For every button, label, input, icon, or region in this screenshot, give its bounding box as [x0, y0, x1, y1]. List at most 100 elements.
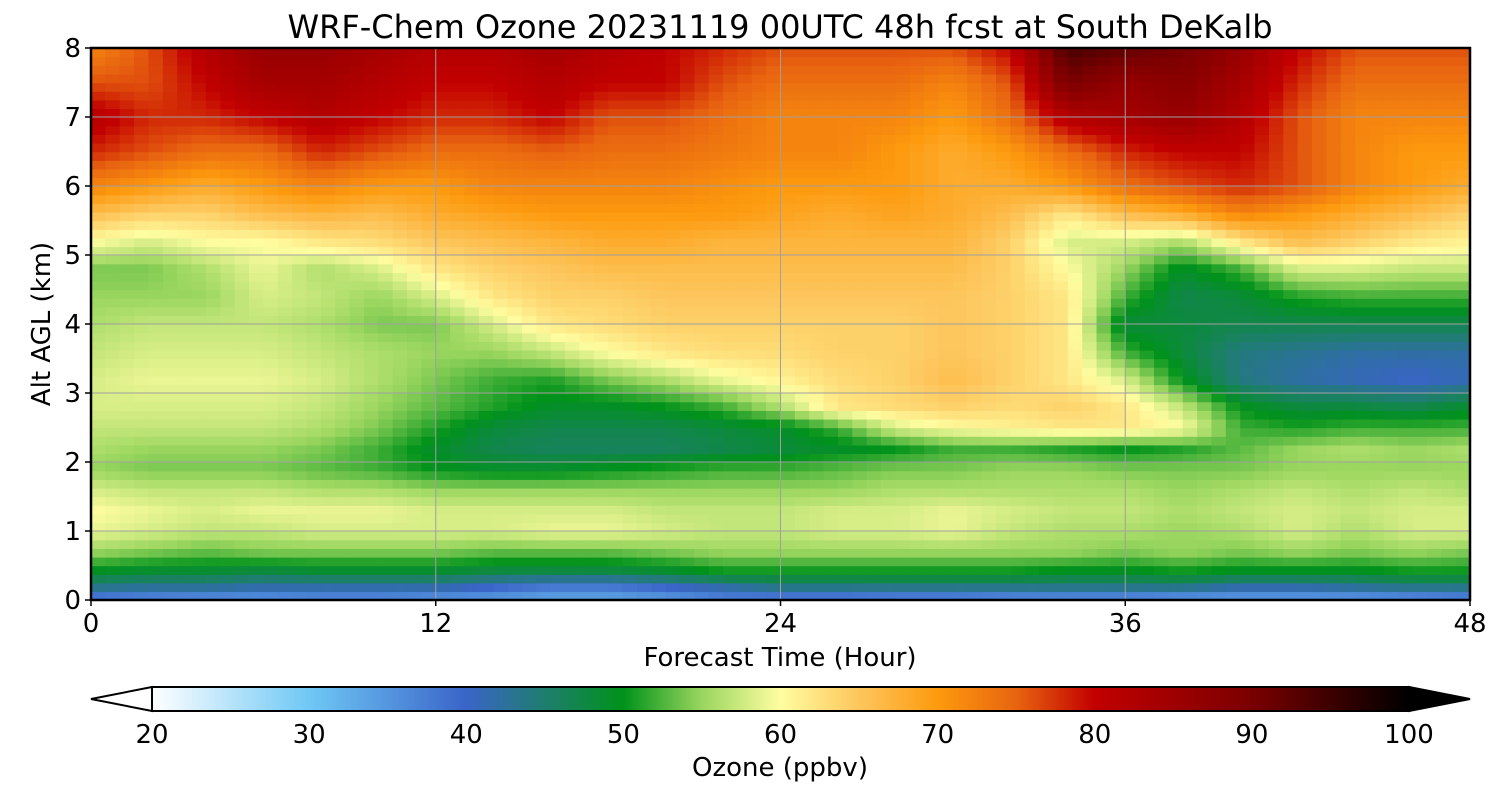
- field-cell: [593, 401, 609, 411]
- field-cell: [205, 462, 221, 472]
- field-cell: [1110, 496, 1126, 506]
- field-cell: [1355, 203, 1371, 213]
- field-cell: [220, 487, 236, 498]
- field-cell: [766, 341, 782, 351]
- field-cell: [162, 367, 178, 377]
- field-cell: [363, 539, 379, 549]
- field-cell: [1240, 306, 1256, 317]
- field-cell: [478, 418, 494, 429]
- field-cell: [665, 255, 681, 265]
- field-cell: [1197, 160, 1213, 170]
- field-cell: [780, 418, 796, 429]
- field-cell: [177, 487, 193, 498]
- field-cell: [220, 229, 236, 239]
- field-cell: [277, 556, 293, 567]
- field-cell: [737, 341, 753, 351]
- field-cell: [493, 272, 509, 282]
- field-cell: [952, 453, 968, 463]
- field-cell: [162, 280, 178, 291]
- field-cell: [1283, 436, 1299, 446]
- field-cell: [335, 462, 351, 472]
- field-cell: [909, 237, 925, 248]
- field-cell: [766, 410, 782, 420]
- field-cell: [507, 151, 523, 161]
- field-cell: [1211, 548, 1227, 558]
- field-cell: [234, 470, 250, 480]
- field-cell: [995, 306, 1012, 317]
- field-cell: [938, 220, 954, 230]
- field-cell: [909, 462, 925, 472]
- field-cell: [205, 246, 221, 256]
- field-cell: [1254, 306, 1270, 317]
- field-cell: [679, 384, 696, 394]
- field-cell: [407, 203, 423, 213]
- field-cell: [1010, 255, 1026, 265]
- field-cell: [550, 548, 566, 558]
- field-cell: [1297, 591, 1313, 600]
- field-cell: [363, 168, 379, 179]
- field-cell: [809, 591, 825, 600]
- field-cell: [450, 487, 466, 498]
- field-cell: [363, 358, 379, 368]
- field-cell: [1110, 401, 1126, 411]
- field-cell: [407, 341, 423, 351]
- field-cell: [1326, 186, 1342, 196]
- field-cell: [450, 177, 466, 187]
- field-cell: [91, 203, 107, 213]
- field-cell: [1426, 263, 1442, 273]
- field-cell: [363, 263, 379, 273]
- field-cell: [1412, 401, 1428, 411]
- field-cell: [421, 367, 437, 377]
- field-cell: [349, 160, 365, 170]
- field-cell: [895, 151, 911, 161]
- field-cell: [780, 255, 796, 265]
- field-cell: [162, 470, 178, 480]
- field-cell: [378, 453, 394, 463]
- field-cell: [593, 177, 609, 187]
- field-cell: [1067, 237, 1083, 248]
- field-cell: [1412, 531, 1428, 541]
- field-cell: [737, 332, 753, 342]
- field-cell: [421, 591, 437, 600]
- field-cell: [809, 393, 825, 403]
- field-cell: [881, 453, 897, 463]
- field-cell: [895, 315, 911, 325]
- field-cell: [1283, 341, 1299, 351]
- field-cell: [794, 427, 810, 437]
- field-cell: [378, 332, 394, 342]
- field-cell: [464, 505, 480, 515]
- field-cell: [794, 367, 810, 377]
- field-cell: [866, 341, 882, 351]
- field-cell: [593, 531, 609, 541]
- field-cell: [1426, 393, 1442, 403]
- field-cell: [895, 211, 911, 222]
- field-cell: [565, 168, 581, 179]
- field-cell: [119, 186, 135, 196]
- field-cell: [1268, 211, 1284, 222]
- field-cell: [1326, 255, 1342, 265]
- field-cell: [292, 220, 308, 230]
- field-cell: [1039, 565, 1055, 575]
- field-cell: [651, 393, 667, 403]
- field-cell: [1398, 393, 1414, 403]
- field-cell: [981, 237, 997, 248]
- field-cell: [737, 160, 753, 170]
- field-cell: [148, 393, 164, 403]
- field-cell: [1039, 539, 1055, 549]
- field-cell: [148, 177, 164, 187]
- field-cell: [507, 280, 523, 291]
- field-cell: [493, 444, 509, 455]
- field-cell: [1053, 384, 1069, 394]
- field-cell: [1067, 436, 1083, 446]
- field-cell: [249, 548, 265, 558]
- field-cell: [407, 237, 423, 248]
- field-cell: [608, 513, 624, 524]
- field-cell: [1053, 177, 1069, 187]
- field-cell: [363, 220, 379, 230]
- field-cell: [349, 168, 365, 179]
- field-cell: [665, 470, 681, 480]
- field-cell: [349, 444, 365, 455]
- field-cell: [1039, 280, 1055, 291]
- field-cell: [1426, 470, 1442, 480]
- field-cell: [1139, 548, 1155, 558]
